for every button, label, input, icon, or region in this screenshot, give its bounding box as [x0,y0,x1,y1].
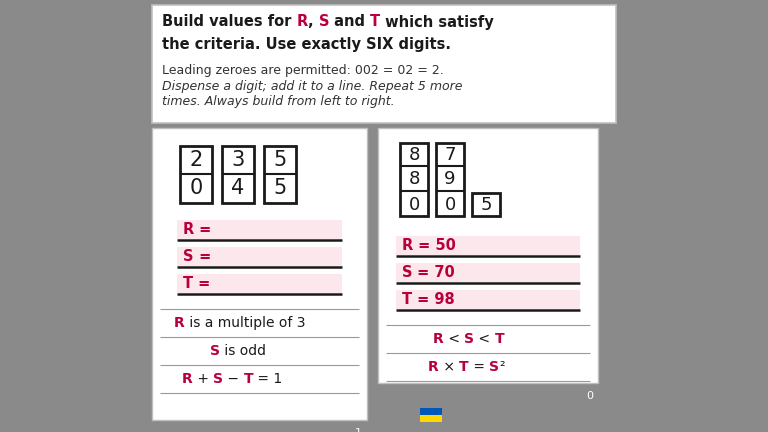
Bar [396,236,580,255]
Bar [264,146,296,203]
Text: 5: 5 [480,196,492,213]
Text: Build values for: Build values for [162,15,296,29]
Text: <: < [474,332,495,346]
Bar [436,143,464,216]
Bar [152,128,367,420]
Text: T: T [402,292,412,307]
Text: Leading zeroes are permitted: 002 = 02 = 2.: Leading zeroes are permitted: 002 = 02 =… [162,64,444,77]
Text: 4: 4 [231,178,245,198]
Text: ²: ² [499,360,505,374]
Text: 1: 1 [355,428,362,432]
Bar [177,220,342,239]
Text: S: S [210,344,220,358]
Text: T: T [243,372,253,386]
Text: is a multiple of 3: is a multiple of 3 [185,316,305,330]
Text: 8: 8 [409,171,419,188]
Text: 0: 0 [586,391,593,401]
Text: 0: 0 [190,178,203,198]
Bar [222,146,254,203]
Text: 0: 0 [409,196,419,213]
Bar [420,415,442,422]
Text: T: T [370,15,380,29]
Text: = 50: = 50 [413,238,456,253]
Text: Dispense a digit; add it to a line. Repeat 5 more: Dispense a digit; add it to a line. Repe… [162,80,462,93]
Text: <: < [444,332,464,346]
Text: T: T [183,276,193,291]
Text: T: T [459,360,468,374]
Text: 5: 5 [273,178,286,198]
Text: the criteria. Use exactly SIX digits.: the criteria. Use exactly SIX digits. [162,37,451,52]
Text: S: S [183,249,194,264]
Text: +: + [193,372,214,386]
Bar [177,274,342,293]
Text: R: R [433,332,444,346]
Text: and: and [329,15,370,29]
Text: =: = [468,360,489,374]
Bar [400,143,428,216]
Bar [420,408,442,415]
Text: S: S [214,372,223,386]
Text: 0: 0 [445,196,455,213]
Text: ×: × [439,360,459,374]
Text: S: S [319,15,329,29]
Bar [472,193,500,216]
Text: S: S [464,332,474,346]
Text: =: = [194,222,211,237]
Text: 7: 7 [444,146,455,163]
Text: S: S [489,360,499,374]
Text: R: R [182,372,193,386]
Text: 9: 9 [444,171,455,188]
Text: −: − [223,372,243,386]
Bar [396,290,580,309]
Text: 2: 2 [190,149,203,169]
Text: times. Always build from left to right.: times. Always build from left to right. [162,95,395,108]
Text: R: R [174,316,185,330]
Text: 5: 5 [273,149,286,169]
Text: T: T [495,332,504,346]
Text: S: S [402,265,412,280]
Bar [180,146,212,203]
Text: =: = [193,276,210,291]
Bar [152,5,616,123]
Bar [396,263,580,282]
Text: = 70: = 70 [412,265,455,280]
Bar [177,247,342,266]
Bar [378,128,598,383]
Text: 3: 3 [231,149,245,169]
Text: which satisfy: which satisfy [380,15,494,29]
Text: = 1: = 1 [253,372,283,386]
Text: =: = [194,249,210,264]
Text: R: R [296,15,308,29]
Text: = 98: = 98 [412,292,455,307]
Text: R: R [183,222,194,237]
Text: ,: , [308,15,319,29]
Text: 8: 8 [409,146,419,163]
Text: is odd: is odd [220,344,266,358]
Text: R: R [402,238,413,253]
Text: R: R [428,360,439,374]
